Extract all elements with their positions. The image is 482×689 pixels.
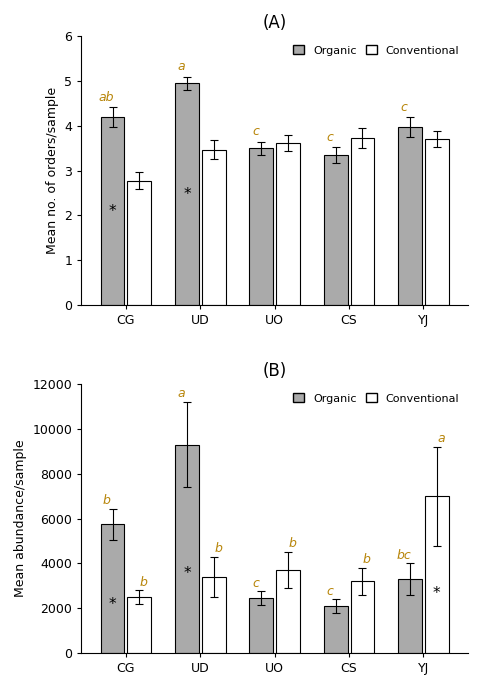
Bar [350, 582, 375, 653]
Bar [202, 150, 226, 305]
Text: *: * [433, 586, 441, 601]
Bar [350, 138, 375, 305]
Title: (B): (B) [263, 362, 287, 380]
Text: *: * [183, 187, 191, 202]
Legend: Organic, Conventional: Organic, Conventional [290, 42, 463, 59]
Text: a: a [177, 61, 185, 74]
Bar [101, 117, 124, 305]
Text: *: * [109, 203, 116, 218]
Text: b: b [140, 575, 148, 588]
Bar [398, 127, 422, 305]
Y-axis label: Mean abundance/sample: Mean abundance/sample [14, 440, 27, 597]
Text: a: a [177, 387, 185, 400]
Bar [276, 570, 300, 653]
Text: b: b [363, 553, 371, 566]
Bar [324, 155, 348, 305]
Text: *: * [183, 566, 191, 582]
Bar [398, 579, 422, 653]
Bar [425, 496, 449, 653]
Text: bc: bc [397, 548, 412, 562]
Bar [324, 606, 348, 653]
Text: c: c [252, 125, 259, 138]
Y-axis label: Mean no. of orders/sample: Mean no. of orders/sample [46, 87, 59, 254]
Text: b: b [289, 537, 296, 551]
Bar [127, 597, 151, 653]
Text: *: * [109, 597, 116, 612]
Bar [250, 598, 273, 653]
Title: (A): (A) [263, 14, 287, 32]
Text: b: b [214, 542, 222, 555]
Bar [250, 148, 273, 305]
Bar [127, 181, 151, 305]
Legend: Organic, Conventional: Organic, Conventional [290, 390, 463, 407]
Bar [175, 83, 199, 305]
Bar [175, 444, 199, 653]
Text: c: c [252, 577, 259, 590]
Bar [276, 143, 300, 305]
Text: ab: ab [99, 91, 114, 104]
Text: c: c [401, 101, 408, 114]
Bar [202, 577, 226, 653]
Text: c: c [326, 584, 333, 597]
Text: a: a [438, 432, 445, 445]
Text: b: b [103, 494, 110, 507]
Text: c: c [326, 131, 333, 144]
Bar [101, 524, 124, 653]
Bar [425, 139, 449, 305]
